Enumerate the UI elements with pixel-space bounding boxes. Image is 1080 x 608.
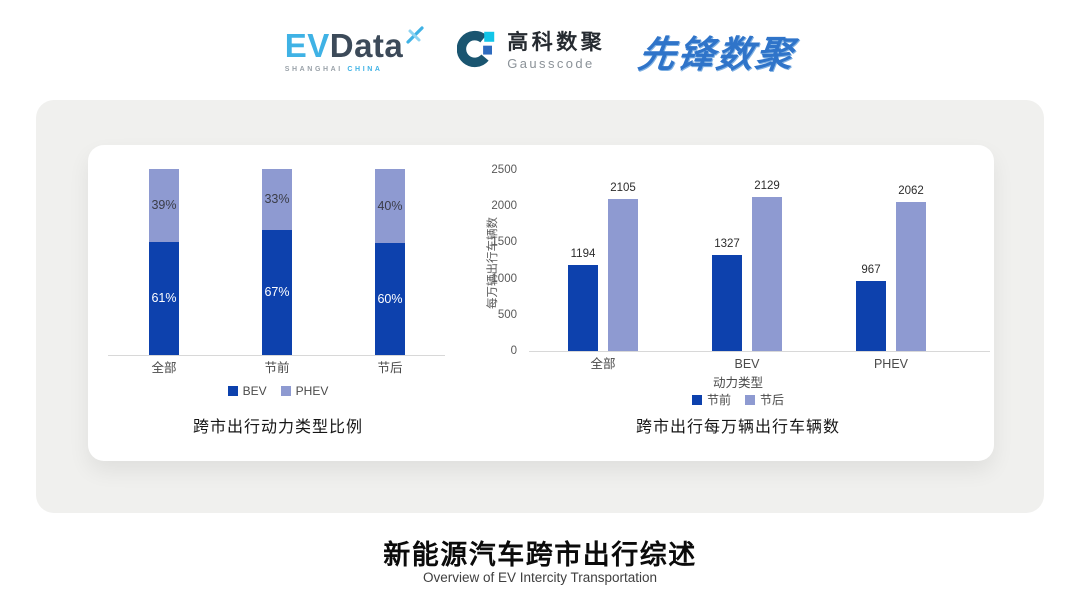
content-panel: 跨市出行动力类型比例 39% 61% 全部 33% 67% 节前 40% 60% 节后 BEV PH… xyxy=(36,100,1044,513)
legend-swatch xyxy=(745,395,755,405)
legend-swatch xyxy=(227,386,238,396)
category-label: 全部 xyxy=(151,361,177,375)
grouped-bar xyxy=(856,280,886,351)
category-label: 节后 xyxy=(377,361,403,375)
gausscode-mark-icon xyxy=(457,29,497,74)
y-tick-label: 1000 xyxy=(491,272,517,285)
bar-segment-phev: 33% xyxy=(262,169,292,231)
legend-swatch xyxy=(691,395,702,405)
y-tick-label: 2000 xyxy=(491,200,517,213)
evdata-wordmark: EVData xyxy=(284,26,424,64)
legend-item: BEV xyxy=(227,384,267,398)
value-label: 2062 xyxy=(898,184,924,197)
page-subtitle: Overview of EV Intercity Transportation xyxy=(422,570,658,585)
gausscode-logo: 高科数聚 Gausscode xyxy=(457,29,605,74)
bar-segment-bev: 67% xyxy=(262,230,292,355)
evdata-subtext-china: CHINA xyxy=(347,66,383,73)
left-chart: 跨市出行动力类型比例 39% 61% 全部 33% 67% 节前 40% 60% 节后 BEV PH… xyxy=(98,145,458,461)
grouped-bar xyxy=(752,196,782,351)
legend-label: BEV xyxy=(242,384,267,398)
y-tick-label: 0 xyxy=(510,345,517,357)
chart-legend: BEV PHEV xyxy=(98,385,458,397)
right-chart: 每万辆出行车辆数 动力类型 跨市出行每万辆出行车辆数 0 500 1000 1500 2… xyxy=(483,145,993,461)
legend-item: 节前 xyxy=(691,393,731,407)
y-tick-label: 2500 xyxy=(491,164,517,176)
bar-segment-bev: 60% xyxy=(375,243,405,355)
chart-legend: 节前 节后 xyxy=(483,394,993,406)
charts-card: 跨市出行动力类型比例 39% 61% 全部 33% 67% 节前 40% 60% 节后 BEV PH… xyxy=(88,145,994,461)
grouped-bar xyxy=(712,254,742,351)
legend-label: 节后 xyxy=(760,393,785,407)
right-chart-caption: 跨市出行每万辆出行车辆数 xyxy=(635,419,840,436)
pioneer-logo: 先锋数聚 xyxy=(635,34,798,75)
bar-segment-phev: 39% xyxy=(149,169,179,242)
grouped-bar xyxy=(896,201,926,351)
legend-item: 节后 xyxy=(745,394,784,406)
legend-label: 节前 xyxy=(706,393,731,407)
legend-item: PHEV xyxy=(280,384,329,398)
stacked-bar: 33% 67% xyxy=(262,169,292,355)
stacked-bar: 40% 60% xyxy=(375,169,405,355)
category-label: 节前 xyxy=(264,361,290,375)
evdata-sparkle-icon xyxy=(404,18,425,51)
value-label: 1194 xyxy=(570,247,596,260)
value-label: 2105 xyxy=(610,181,636,194)
legend-swatch xyxy=(280,386,291,396)
gausscode-name-en: Gausscode xyxy=(507,55,595,71)
bar-segment-bev: 61% xyxy=(149,241,179,355)
gausscode-name-cn: 高科数聚 xyxy=(507,31,606,55)
evdata-subtext-shanghai: SHANGHAI xyxy=(284,66,348,73)
y-tick-label: 500 xyxy=(497,308,517,321)
y-tick-label: 1500 xyxy=(491,236,517,249)
page-title: 新能源汽车跨市出行综述 xyxy=(383,540,697,570)
value-label: 967 xyxy=(861,263,881,276)
category-label: 全部 xyxy=(590,357,616,371)
header-logo-row: EVData SHANGHAI CHINA 高科数聚 Gausscode 先锋 xyxy=(0,20,1080,82)
legend-label: PHEV xyxy=(295,384,329,398)
evdata-wordmark-ev: EV xyxy=(284,27,330,64)
left-chart-caption: 跨市出行动力类型比例 xyxy=(192,419,363,436)
gausscode-text: 高科数聚 Gausscode xyxy=(507,31,605,70)
evdata-subtext: SHANGHAI CHINA xyxy=(285,66,383,73)
evdata-logo: EVData SHANGHAI CHINA xyxy=(284,26,424,73)
value-label: 2129 xyxy=(754,179,780,192)
grouped-bar xyxy=(568,264,598,351)
right-chart-x-axis-label: 动力类型 xyxy=(712,376,763,390)
category-label: PHEV xyxy=(873,357,909,371)
bar-segment-phev: 40% xyxy=(375,169,405,244)
right-chart-x-axis xyxy=(529,351,990,352)
category-label: BEV xyxy=(734,357,760,371)
grouped-bar xyxy=(608,198,638,351)
evdata-wordmark-data: Data xyxy=(329,27,404,64)
stacked-bar: 39% 61% xyxy=(149,169,179,355)
value-label: 1327 xyxy=(714,237,740,250)
left-chart-x-axis xyxy=(108,355,445,356)
